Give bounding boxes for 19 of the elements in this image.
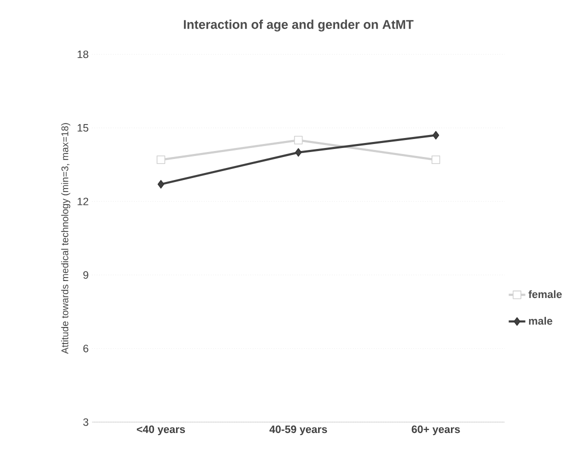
x-tick-label: <40 years [136, 425, 185, 436]
legend-label: male [529, 316, 552, 325]
x-tick-label: 60+ years [412, 425, 460, 436]
y-tick-label: 6 [83, 344, 88, 352]
y-tick-label: 15 [78, 124, 88, 132]
y-tick-label: 9 [83, 271, 88, 279]
point [158, 180, 164, 188]
point [295, 148, 302, 157]
y-tick-label: 12 [78, 198, 88, 206]
y-tick-label: 18 [78, 50, 88, 58]
point [156, 155, 166, 164]
x-tick-label: 40-59 years [269, 425, 327, 436]
y-tick-label: 3 [83, 418, 88, 426]
point [432, 155, 440, 164]
legend-label: female [528, 290, 562, 298]
chart-title: Interaction of age and gender on AtMT [184, 20, 414, 32]
point [432, 130, 440, 140]
y-axis-title: Attitude towards medical technology (min=3, max=18) [61, 123, 70, 354]
point [294, 136, 303, 144]
